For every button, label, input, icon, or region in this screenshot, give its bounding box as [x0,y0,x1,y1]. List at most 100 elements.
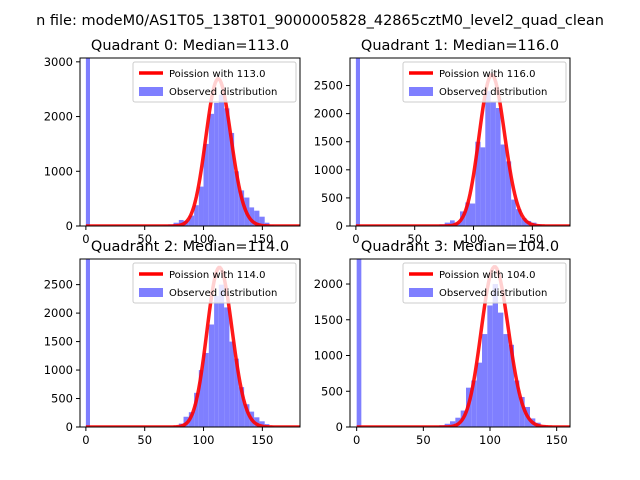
y-tick-label: 500 [321,191,343,205]
hist-bar [515,209,522,226]
hist-bar [249,207,255,226]
hist-bar [519,396,525,427]
hist-bar [203,143,209,226]
axes-frame [79,258,301,428]
legend-swatch-hist [409,288,433,297]
hist-bar [498,312,504,427]
hist-bar [503,334,509,427]
hist-bar [521,218,527,226]
legend-label-observed: Observed distribution [169,288,277,299]
x-tick-label: 0 [82,232,89,246]
hist-bar [234,358,239,427]
legend: Poission with 116.0 Observed distribution [402,61,567,103]
hist-bar [194,392,199,427]
y-tick-label: 1000 [314,349,343,363]
hist-bar [356,259,362,427]
x-tick-label: 150 [521,232,543,246]
legend: Poission with 114.0 Observed distribution [132,262,297,304]
hist-bar [476,362,482,427]
legend: Poission with 113.0 Observed distribution [132,61,297,103]
y-tick-label: 2000 [314,107,343,121]
hist-bar [244,404,250,427]
hist-bar [85,58,90,226]
hist-bar [465,202,470,226]
hist-bar [480,147,486,226]
x-tick-label: 100 [463,232,485,246]
plot-area [356,259,570,427]
legend-swatch-hist [139,288,163,297]
legend-box [132,61,297,103]
hist-bar [238,387,245,427]
x-tick-label: 0 [82,433,89,447]
legend-label-poisson: Poission with 116.0 [439,69,535,80]
hist-bar [450,220,455,226]
hist-bar [218,284,225,427]
hist-bar [254,417,260,427]
hist-bar [505,161,512,226]
hist-bar [198,370,204,427]
legend-label-poisson: Poission with 114.0 [169,270,265,281]
hist-bar [500,144,506,226]
hist-bar [355,58,360,226]
panel-title: Quadrant 3: Median=104.0 [361,239,559,255]
hist-bar [490,102,496,226]
legend-label-observed: Observed distribution [439,87,547,98]
x-tick-label: 50 [407,232,422,246]
hist-bar [203,352,209,427]
hist-bar [214,102,219,226]
y-tick-label: 1500 [314,135,343,149]
x-tick-label: 150 [546,433,568,447]
y-tick-label: 2000 [44,306,73,320]
hist-bar [238,190,245,226]
axes-frame [79,57,301,227]
hist-bar [194,205,199,226]
poisson-curve [356,265,570,427]
hist-bar [508,344,514,427]
hist-bar [208,113,215,226]
x-tick-label: 0 [352,232,359,246]
x-tick-label: 50 [416,433,431,447]
hist-bar [208,324,215,427]
x-tick-label: 0 [353,433,360,447]
y-tick-label: 500 [321,384,343,398]
hist-bar [214,296,219,427]
hist-bar [229,132,235,226]
plot-area [355,58,570,226]
hist-bar [482,334,488,427]
legend-box [132,262,297,304]
legend-box [402,61,567,103]
hist-bar [495,108,501,226]
y-tick-label: 0 [66,219,73,233]
hist-bar [470,203,476,226]
x-tick-label: 100 [193,232,215,246]
legend-label-poisson: Poission with 113.0 [169,69,265,80]
hist-bar [485,91,491,226]
x-tick-label: 150 [251,232,273,246]
hist-bar [224,307,230,427]
hist-bar [487,305,493,427]
hist-bar [188,215,195,226]
y-tick-label: 0 [66,420,73,434]
hist-bar [218,94,225,226]
panel-title: Quadrant 2: Median=114.0 [91,239,289,255]
y-tick-label: 1500 [44,335,73,349]
panel-0: 0 50 100 150 0 1000 2000 3000 Quadrant 0: Median… [44,38,301,246]
x-tick-label: 50 [137,232,152,246]
hist-bar [229,341,235,427]
legend-box [402,262,567,304]
figure-suptitle: n file: modeM0/AS1T05_138T01_9000005828_… [36,13,604,29]
hist-bar [259,216,265,226]
poisson-curve [355,73,570,226]
hist-bar [475,141,481,226]
legend-swatch-hist [409,87,433,96]
legend-label-poisson: Poission with 104.0 [439,270,535,281]
legend: Poission with 104.0 Observed distribution [402,262,567,304]
legend-swatch-hist [139,87,163,96]
y-tick-label: 1000 [44,363,73,377]
y-tick-label: 500 [51,392,73,406]
y-tick-label: 3000 [44,55,73,69]
